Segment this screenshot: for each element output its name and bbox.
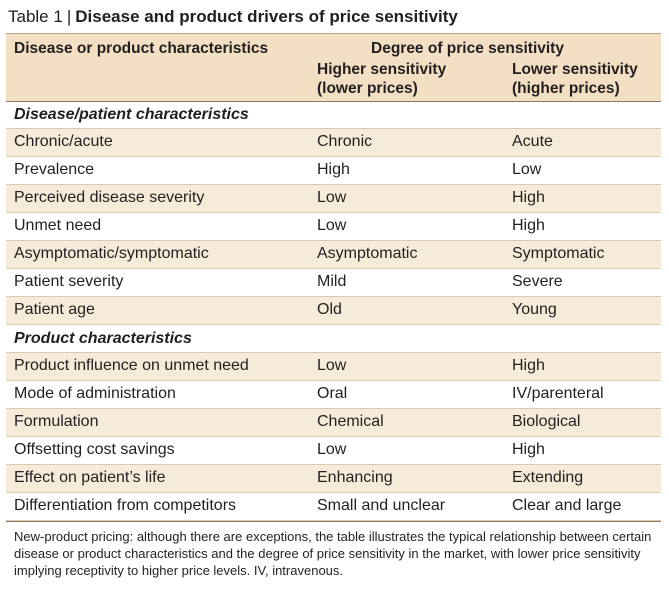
table-row: Prevalence High Low — [6, 157, 661, 185]
table-row: Patient age Old Young — [6, 297, 661, 325]
characteristic-cell: Offsetting cost savings — [14, 441, 175, 458]
lower-sensitivity-cell: Extending — [512, 469, 584, 486]
higher-sensitivity-cell: Low — [317, 441, 347, 458]
higher-sensitivity-cell: High — [317, 161, 350, 178]
lower-sensitivity-cell: High — [512, 441, 545, 458]
header-higher-sensitivity: Higher sensitivity (lower prices) — [317, 60, 446, 98]
table-header: Disease or product characteristics Degre… — [6, 33, 661, 102]
lower-sensitivity-cell: Acute — [512, 133, 553, 150]
characteristic-cell: Prevalence — [14, 161, 95, 178]
higher-sensitivity-cell: Enhancing — [317, 469, 393, 486]
table-row: Chronic/acute Chronic Acute — [6, 129, 661, 157]
header-lower-line1: Lower sensitivity — [512, 61, 638, 78]
characteristic-cell: Differentiation from competitors — [14, 497, 237, 514]
table-row: Mode of administration Oral IV/parenteral — [6, 381, 661, 409]
higher-sensitivity-cell: Old — [317, 301, 342, 318]
higher-sensitivity-cell: Chemical — [317, 413, 384, 430]
header-lower-line2: (higher prices) — [512, 80, 620, 97]
table-row: Effect on patient’s life Enhancing Extendi… — [6, 465, 661, 493]
higher-sensitivity-cell: Oral — [317, 385, 348, 402]
title-separator: | — [66, 6, 72, 26]
table-bottom-rule — [6, 521, 661, 522]
lower-sensitivity-cell: Biological — [512, 413, 581, 430]
header-characteristics: Disease or product characteristics — [14, 40, 269, 57]
header-lower-sensitivity: Lower sensitivity (higher prices) — [512, 60, 638, 98]
lower-sensitivity-cell: High — [512, 217, 545, 234]
lower-sensitivity-cell: High — [512, 189, 545, 206]
table-row: Unmet need Low High — [6, 213, 661, 241]
table-figure: Table 1 | Disease and product drivers of… — [6, 0, 661, 579]
characteristic-cell: Unmet need — [14, 217, 102, 234]
header-higher-line2: (lower prices) — [317, 80, 418, 97]
higher-sensitivity-cell: Small and unclear — [317, 497, 446, 514]
lower-sensitivity-cell: Clear and large — [512, 497, 622, 514]
higher-sensitivity-cell: Chronic — [317, 133, 373, 150]
table-footnote: New-product pricing: although there are … — [14, 529, 652, 578]
lower-sensitivity-cell: Symptomatic — [512, 245, 605, 262]
table-number: Table 1 — [8, 6, 63, 26]
lower-sensitivity-cell: IV/parenteral — [512, 385, 604, 402]
section-heading: Product characteristics — [6, 325, 661, 353]
header-divider — [6, 101, 661, 102]
lower-sensitivity-cell: Low — [512, 161, 542, 178]
higher-sensitivity-cell: Asymptomatic — [317, 245, 418, 262]
characteristic-cell: Chronic/acute — [14, 133, 113, 150]
lower-sensitivity-cell: Severe — [512, 273, 563, 290]
table-row: Differentiation from competitors Small an… — [6, 493, 661, 521]
header-degree: Degree of price sensitivity — [371, 40, 564, 57]
characteristic-cell: Mode of administration — [14, 385, 176, 402]
characteristic-cell: Patient severity — [14, 273, 124, 290]
table-row: Offsetting cost savings Low High — [6, 437, 661, 465]
characteristic-cell: Formulation — [14, 413, 99, 430]
higher-sensitivity-cell: Low — [317, 357, 347, 374]
characteristic-cell: Effect on patient’s life — [14, 469, 166, 486]
characteristic-cell: Asymptomatic/symptomatic — [14, 245, 209, 262]
header-higher-line1: Higher sensitivity — [317, 61, 447, 78]
section-heading: Disease/patient characteristics — [6, 101, 661, 129]
table-row: Formulation Chemical Biological — [6, 409, 661, 437]
table-row: Patient severity Mild Severe — [6, 269, 661, 297]
characteristic-cell: Patient age — [14, 301, 95, 318]
table-title-text: Disease and product drivers of price sen… — [75, 6, 458, 26]
higher-sensitivity-cell: Low — [317, 217, 347, 234]
table-row: Asymptomatic/symptomatic Asymptomatic Symp… — [6, 241, 661, 269]
higher-sensitivity-cell: Mild — [317, 273, 347, 290]
table-row: Perceived disease severity Low High — [6, 185, 661, 213]
table-body: Disease/patient characteristics Chronic/a… — [6, 101, 661, 521]
lower-sensitivity-cell: High — [512, 357, 545, 374]
characteristic-cell: Product influence on unmet need — [14, 357, 249, 374]
higher-sensitivity-cell: Low — [317, 189, 347, 206]
table-row: Product influence on unmet need Low High — [6, 353, 661, 381]
table-title: Table 1 | Disease and product drivers of… — [6, 0, 661, 33]
characteristic-cell: Perceived disease severity — [14, 189, 205, 206]
lower-sensitivity-cell: Young — [512, 301, 557, 318]
